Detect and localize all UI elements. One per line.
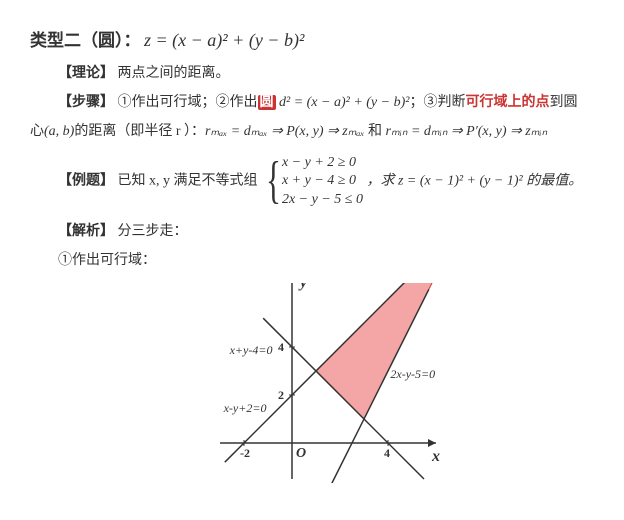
center-chain1: rₘₐₓ = dₘₐₓ ⇒ P(x, y) ⇒ zₘₐₓ xyxy=(205,124,365,139)
center-and: 和 xyxy=(365,124,386,139)
left-brace-icon: { xyxy=(266,155,281,207)
theory-text: 两点之间的距离。 xyxy=(118,66,230,81)
steps-formula: d² = (x − a)² + (y − b)² xyxy=(279,95,409,110)
center-ab: (a, b) xyxy=(44,124,74,139)
analysis-label: 【解析】 xyxy=(58,224,114,239)
svg-text:-2: -2 xyxy=(240,446,250,460)
steps-circle-word: 圆 xyxy=(258,95,276,110)
example-pre: 已知 x, y 满足不等式组 xyxy=(118,174,258,189)
steps-label: 【步骤】 xyxy=(58,95,114,110)
svg-text:2x-y-5=0: 2x-y-5=0 xyxy=(390,367,435,381)
example-post: ，求 z = (x − 1)² + (y − 1)² 的最值。 xyxy=(366,174,582,189)
svg-text:2: 2 xyxy=(278,388,284,402)
type-formula: z = (x − a)² + (y − b)² xyxy=(144,30,304,50)
svg-text:x: x xyxy=(431,448,440,465)
analysis-text: 分三步走： xyxy=(118,224,188,239)
svg-text:x+y-4=0: x+y-4=0 xyxy=(229,343,273,357)
theory-label: 【理论】 xyxy=(58,66,114,81)
steps-part3: 到圆 xyxy=(549,95,577,110)
ineq2: x + y − 4 ≥ 0 xyxy=(282,172,363,190)
center-text: 的距离（即半径 r ）： xyxy=(74,124,205,139)
ineq1: x − y + 2 ≥ 0 xyxy=(282,154,363,172)
center-chain2: rₘᵢₙ = dₘᵢₙ ⇒ P′(x, y) ⇒ zₘᵢₙ xyxy=(386,124,548,139)
svg-text:4: 4 xyxy=(384,446,390,460)
center-prefix: 心 xyxy=(30,124,44,139)
feasible-region-chart: x+y-4=0 x-y+2=0 2x-y-5=0 -2 4 2 4 x y O xyxy=(30,283,594,492)
inequality-system: { x − y + 2 ≥ 0 x + y − 4 ≥ 0 2x − y − 5… xyxy=(261,154,363,209)
analysis-step1: ①作出可行域： xyxy=(58,253,156,268)
svg-text:y: y xyxy=(298,283,308,291)
svg-text:x-y+2=0: x-y+2=0 xyxy=(223,401,267,415)
svg-text:O: O xyxy=(296,446,306,461)
steps-part2: ；③判断 xyxy=(409,95,465,110)
svg-text:4: 4 xyxy=(278,340,284,354)
steps-part1: ①作出可行域；②作出 xyxy=(118,95,258,110)
example-label: 【例题】 xyxy=(58,174,114,189)
ineq3: 2x − y − 5 ≤ 0 xyxy=(282,191,363,209)
steps-red-text: 可行域上的点 xyxy=(465,95,549,110)
type-label: 类型二（圆）： xyxy=(30,31,141,50)
